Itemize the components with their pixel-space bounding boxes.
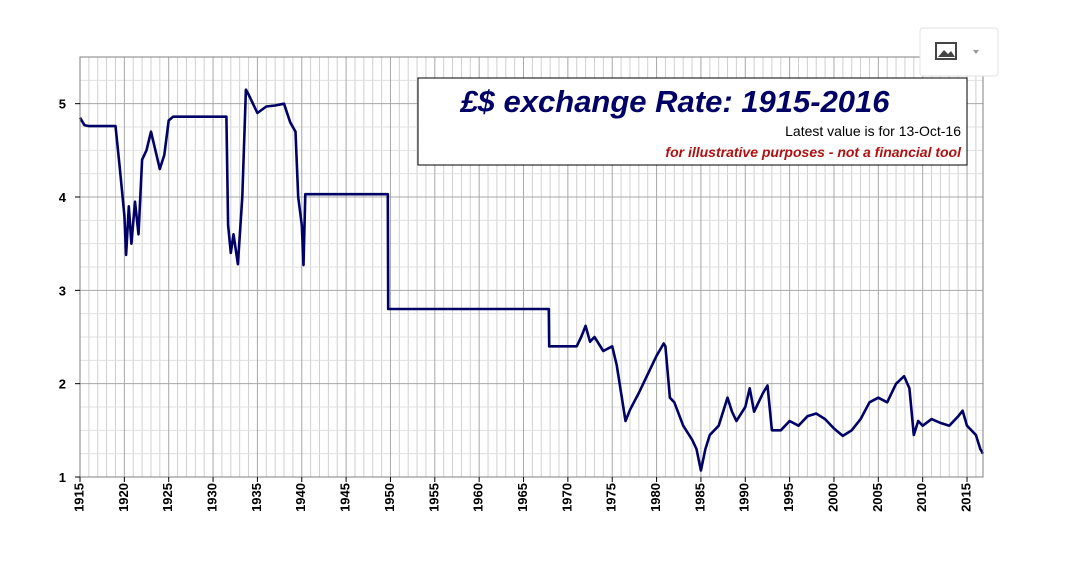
x-tick-label: 1985 [692,483,707,512]
x-tick-label: 2015 [958,483,973,512]
x-tick-label: 1920 [116,483,131,512]
image-icon [935,42,957,60]
y-tick-label: 1 [59,470,66,485]
title-box [417,77,968,166]
x-tick-label: 1965 [515,483,530,512]
x-tick-label: 2005 [870,483,885,512]
x-tick-label: 1945 [338,483,353,512]
x-tick-label: 1940 [293,483,308,512]
annotation: for illustrative purposes - not a financ… [665,144,962,160]
y-tick-label: 3 [59,283,66,298]
x-tick-label: 1980 [648,483,663,512]
x-tick-label: 2010 [914,483,929,512]
y-tick-label: 2 [59,377,66,392]
x-tick-label: 1975 [604,483,619,512]
x-tick-label: 1925 [160,483,175,512]
x-tick-label: 1995 [781,483,796,512]
x-tick-label: 1950 [382,483,397,512]
x-tick-label: 1960 [471,483,486,512]
lines [78,88,985,472]
chart-title: £$ exchange Rate: 1915-2016 [459,84,890,119]
x-tick-label: 1935 [249,483,264,512]
data-line [78,88,985,472]
x-tick-label: 2000 [825,483,840,512]
dropdown-arrow [973,50,979,54]
x-tick-label: 1930 [204,483,219,512]
legend-box: £$ exchange Rate: 1915-2016 Latest value… [417,77,968,166]
x-tick-label: 1915 [71,483,86,512]
button-frame[interactable] [919,27,999,77]
x-tick-label: 1990 [737,483,752,512]
image-icon-shape [938,50,955,57]
y-tick-label: 4 [59,190,67,205]
y-tick-label: 5 [59,97,66,112]
image-menu-button[interactable] [919,27,999,77]
x-tick-label: 1955 [426,483,441,512]
plot-frame [79,56,984,478]
subtitle: Latest value is for 13-Oct-16 [785,123,961,139]
x-tick-label: 1970 [559,483,574,512]
